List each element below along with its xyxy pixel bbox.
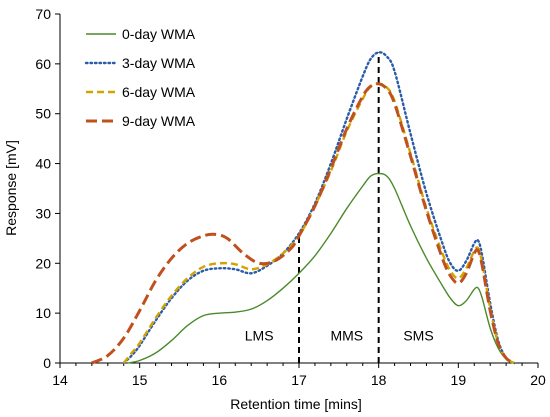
y-tick-label: 20 xyxy=(35,255,51,271)
x-tick-label: 18 xyxy=(371,372,387,388)
x-tick-label: 15 xyxy=(132,372,148,388)
legend-label: 3-day WMA xyxy=(122,55,196,71)
region-label-sms: SMS xyxy=(403,328,433,344)
y-tick-label: 30 xyxy=(35,205,51,221)
region-labels: LMS MMS SMS xyxy=(245,328,434,344)
y-tick-label: 40 xyxy=(35,156,51,172)
series-line-6-day-wma xyxy=(122,82,515,365)
region-label-mms: MMS xyxy=(330,328,363,344)
y-tick-label: 50 xyxy=(35,106,51,122)
y-tick-label: 60 xyxy=(35,56,51,72)
region-dividers xyxy=(298,52,380,363)
x-tick-label: 17 xyxy=(291,372,307,388)
y-tick-label: 70 xyxy=(35,6,51,22)
series-line-9-day-wma xyxy=(91,82,515,365)
legend-label: 9-day WMA xyxy=(122,113,196,129)
series-line-0-day-wma xyxy=(127,172,515,364)
legend: 0-day WMA 3-day WMA 6-day WMA 9-day WMA xyxy=(84,26,196,129)
y-tick-label: 0 xyxy=(43,355,51,371)
x-tick-label: 19 xyxy=(451,372,467,388)
x-tick-label: 20 xyxy=(530,372,546,388)
region-label-lms: LMS xyxy=(245,328,274,344)
x-tick-label: 16 xyxy=(212,372,228,388)
x-tick-label: 14 xyxy=(52,372,68,388)
y-tick-label: 10 xyxy=(35,305,51,321)
series-line-3-day-wma xyxy=(122,51,516,365)
x-axis-title: Retention time [mins] xyxy=(230,396,362,412)
axes: 0 10 20 30 40 50 60 70 14 15 16 17 18 19 20 xyxy=(35,6,546,388)
legend-label: 0-day WMA xyxy=(122,26,196,42)
y-axis-title: Response [mV] xyxy=(3,140,19,236)
series-lines xyxy=(91,51,516,365)
legend-label: 6-day WMA xyxy=(122,84,196,100)
